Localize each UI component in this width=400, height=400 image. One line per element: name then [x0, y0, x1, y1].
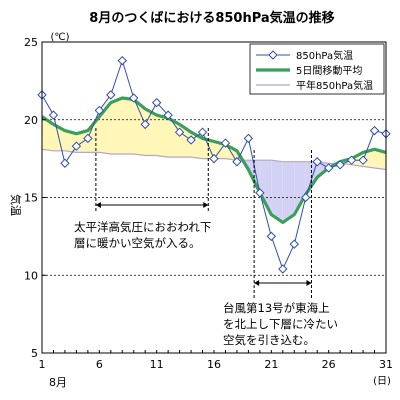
deviation-fill [259, 160, 272, 215]
annotation-text-line: を北上し下層に冷たい [223, 317, 338, 331]
data-point [323, 163, 334, 173]
x-tick-label: 31 [379, 358, 393, 371]
data-point [301, 192, 311, 203]
y-tick-label: 10 [24, 269, 38, 282]
data-point [140, 119, 150, 130]
deviation-fill [110, 98, 123, 154]
legend-label: 平年850hPa気温 [296, 79, 373, 92]
deviation-fill [42, 116, 54, 151]
x-tick-label: 26 [322, 358, 336, 371]
data-point [151, 97, 162, 108]
data-point [48, 110, 59, 120]
x-tick-label: 21 [264, 358, 278, 371]
chart-title: 8月のつくばにおける850hPa気温の推移 [89, 10, 334, 26]
x-tick-label: 16 [207, 358, 221, 371]
annotation-text-line: 台風第13号が東海上 [223, 301, 330, 315]
data-point [129, 93, 139, 103]
data-point [220, 138, 231, 148]
data-point [358, 155, 368, 165]
data-point [83, 133, 93, 144]
deviation-fill [145, 108, 157, 156]
arrow-head [95, 202, 101, 208]
deviation-fill [282, 161, 295, 223]
data-point [60, 158, 70, 168]
data-point [117, 55, 127, 66]
data-point [232, 157, 242, 167]
legend-label: 5日間移動平均 [296, 64, 362, 77]
deviation-fill [133, 99, 146, 156]
data-point [266, 231, 277, 242]
x-tick-label: 1 [39, 358, 46, 371]
y-unit: (℃) [50, 32, 69, 43]
y-tick-label: 5 [31, 347, 38, 360]
data-point [335, 160, 345, 170]
data-point [94, 105, 105, 116]
y-axis-label: 気温 [9, 194, 23, 216]
x-unit: (日) [373, 376, 391, 387]
deviation-fills [42, 98, 386, 223]
data-point [197, 127, 208, 137]
annotations: 太平洋高気圧におおわれ下層に暖かい空気が入る。台風第13号が東海上を北上し下層に… [74, 128, 338, 347]
annotation-text-line: 空気を引き込む。 [223, 333, 315, 347]
y-tick-label: 25 [24, 36, 38, 49]
deviation-fill [271, 160, 283, 223]
data-point [312, 157, 322, 167]
arrow-head [306, 280, 312, 286]
data-point [71, 141, 82, 151]
data-point [163, 110, 173, 120]
y-tick-label: 15 [24, 192, 38, 205]
annotation-text-line: 太平洋高気圧におおわれ下 [74, 220, 211, 234]
y-tick-label: 20 [24, 114, 38, 127]
legend-marker-observed [268, 50, 278, 60]
data-point [174, 127, 185, 137]
deviation-fill [156, 115, 169, 158]
data-point [346, 155, 357, 165]
arrow-head [254, 280, 260, 286]
deviation-fill [374, 149, 386, 170]
data-point [278, 264, 288, 274]
deviation-fill [294, 161, 306, 215]
x-tick-label: 11 [150, 358, 164, 371]
data-point [209, 153, 219, 164]
x-month-label: 8月 [49, 376, 67, 389]
arrow-head [203, 202, 209, 208]
deviation-fill [351, 152, 364, 167]
data-point [106, 90, 116, 100]
data-point [255, 188, 265, 198]
data-point [369, 125, 380, 136]
x-tick-label: 6 [96, 358, 103, 371]
data-point [289, 239, 299, 249]
series-lines [37, 55, 391, 274]
deviation-fill [122, 98, 134, 154]
data-point [186, 135, 196, 145]
legend-label: 850hPa気温 [296, 49, 353, 62]
grid-lines [42, 119, 386, 276]
axes [41, 41, 387, 354]
data-point [243, 133, 254, 144]
deviation-fill [87, 116, 100, 153]
annotation-text-line: 層に暖かい空気が入る。 [74, 236, 201, 250]
